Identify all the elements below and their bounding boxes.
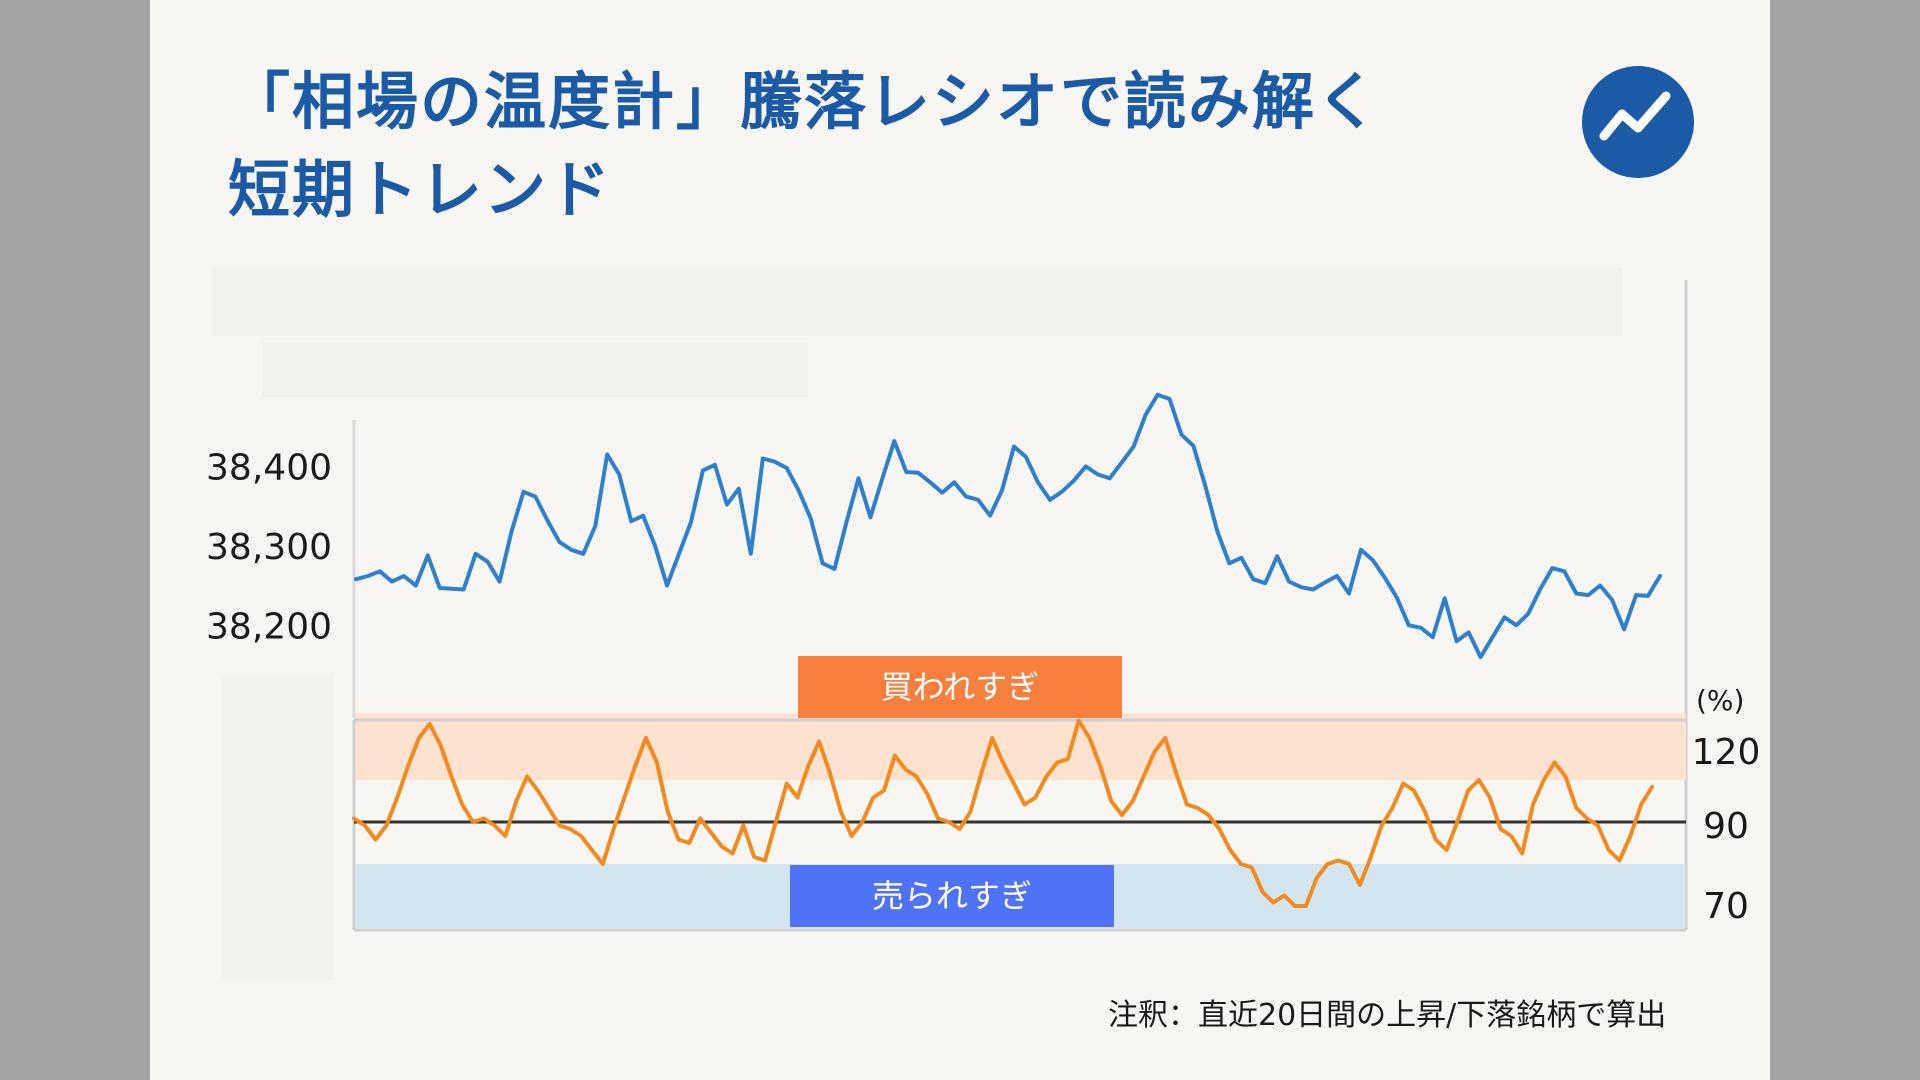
y-tick-label: 38,200 — [206, 606, 332, 647]
faint-block — [212, 268, 1622, 336]
ratio-tick-label: 70 — [1703, 886, 1749, 927]
title-line-2: 短期トレンド — [228, 153, 613, 226]
faint-block — [222, 674, 334, 980]
page-title: 「相場の温度計」騰落レシオで読み解く 短期トレンド — [228, 58, 1380, 234]
unit-label: (%) — [1696, 684, 1744, 717]
index-series-line — [354, 392, 1662, 660]
ratio-series-line — [352, 718, 1654, 908]
trend-up-icon — [1582, 66, 1694, 178]
ratio-chart: 120 90 70 (%) 買われすぎ 売られすぎ — [352, 656, 1761, 932]
overbought-label-box — [798, 656, 1122, 718]
ratio-tick-label: 120 — [1692, 732, 1761, 773]
y-tick-label: 38,300 — [206, 527, 332, 568]
faint-block — [262, 342, 808, 397]
footnote: 注釈：直近20日間の上昇/下落銘柄で算出 — [1108, 998, 1667, 1033]
title-line-1: 「相場の温度計」騰落レシオで読み解く — [228, 65, 1381, 138]
y-tick-label: 38,400 — [206, 447, 332, 488]
oversold-label-box — [790, 865, 1114, 927]
overbought-label: 買われすぎ — [881, 668, 1039, 706]
overbought-zone — [356, 713, 1686, 780]
oversold-label: 売られすぎ — [872, 877, 1032, 915]
ratio-tick-label: 90 — [1703, 806, 1749, 847]
